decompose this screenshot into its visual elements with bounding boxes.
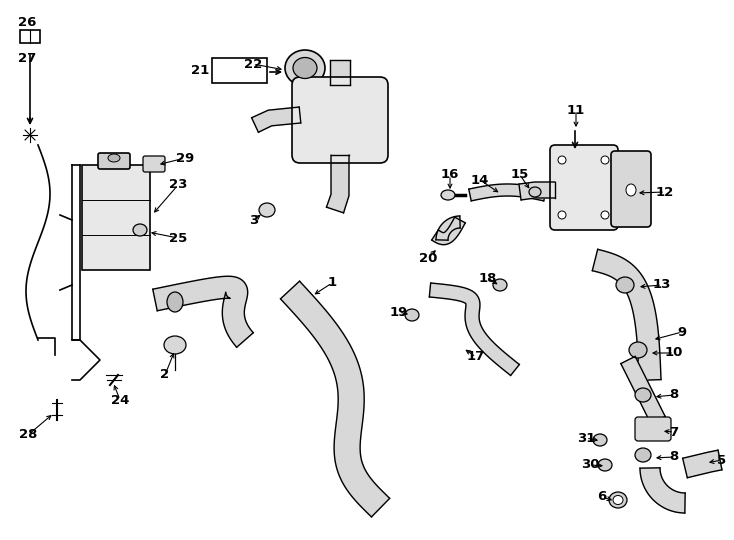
Polygon shape: [621, 356, 665, 423]
Polygon shape: [519, 182, 555, 200]
Text: 19: 19: [390, 306, 408, 319]
Ellipse shape: [609, 492, 627, 508]
Text: 13: 13: [653, 279, 671, 292]
Text: 18: 18: [479, 272, 497, 285]
FancyBboxPatch shape: [611, 151, 651, 227]
Text: 26: 26: [18, 16, 36, 29]
Text: 2: 2: [161, 368, 170, 381]
FancyBboxPatch shape: [635, 417, 671, 441]
Polygon shape: [280, 281, 390, 517]
Polygon shape: [330, 60, 350, 85]
Ellipse shape: [293, 57, 317, 78]
Ellipse shape: [133, 224, 147, 236]
Text: 15: 15: [511, 168, 529, 181]
Ellipse shape: [635, 388, 651, 402]
Text: 21: 21: [191, 64, 209, 77]
Text: 20: 20: [419, 252, 437, 265]
Text: 25: 25: [169, 232, 187, 245]
Polygon shape: [429, 283, 520, 375]
Text: 30: 30: [581, 458, 599, 471]
Polygon shape: [592, 249, 661, 380]
Text: 17: 17: [467, 350, 485, 363]
Ellipse shape: [598, 459, 612, 471]
Polygon shape: [432, 217, 465, 245]
Ellipse shape: [441, 190, 455, 200]
Text: 12: 12: [656, 186, 674, 199]
Ellipse shape: [558, 211, 566, 219]
Ellipse shape: [164, 336, 186, 354]
Text: 10: 10: [665, 347, 683, 360]
Text: 31: 31: [577, 431, 595, 444]
Text: 27: 27: [18, 51, 36, 64]
Ellipse shape: [285, 50, 325, 86]
Ellipse shape: [405, 309, 419, 321]
Polygon shape: [153, 276, 253, 347]
Ellipse shape: [167, 292, 183, 312]
Text: 5: 5: [717, 454, 727, 467]
Ellipse shape: [529, 187, 541, 197]
FancyBboxPatch shape: [143, 156, 165, 172]
Polygon shape: [327, 155, 349, 213]
Ellipse shape: [626, 184, 636, 196]
Polygon shape: [683, 450, 722, 478]
Text: 14: 14: [470, 173, 489, 186]
Ellipse shape: [635, 448, 651, 462]
Text: 1: 1: [327, 276, 337, 289]
Ellipse shape: [108, 154, 120, 162]
Bar: [212, 58, 267, 83]
Text: 22: 22: [244, 57, 262, 71]
Ellipse shape: [613, 496, 623, 504]
Ellipse shape: [629, 342, 647, 358]
FancyBboxPatch shape: [292, 77, 388, 163]
Text: 9: 9: [677, 326, 686, 339]
Text: 24: 24: [111, 394, 129, 407]
Text: 8: 8: [669, 388, 679, 402]
Text: 8: 8: [669, 450, 679, 463]
Polygon shape: [469, 184, 546, 201]
Polygon shape: [436, 216, 460, 240]
Text: 29: 29: [176, 152, 194, 165]
Text: 6: 6: [597, 490, 606, 503]
Text: 16: 16: [441, 168, 459, 181]
Bar: [20, 30, 40, 43]
Ellipse shape: [558, 156, 566, 164]
FancyBboxPatch shape: [98, 153, 130, 169]
Text: 11: 11: [567, 104, 585, 117]
Ellipse shape: [593, 434, 607, 446]
Ellipse shape: [616, 277, 634, 293]
Text: 7: 7: [669, 426, 678, 438]
Ellipse shape: [601, 211, 609, 219]
Polygon shape: [252, 107, 301, 132]
Polygon shape: [640, 468, 685, 513]
Ellipse shape: [493, 279, 507, 291]
FancyBboxPatch shape: [82, 165, 150, 270]
Ellipse shape: [259, 203, 275, 217]
Ellipse shape: [601, 156, 609, 164]
FancyBboxPatch shape: [550, 145, 618, 230]
Text: 28: 28: [19, 429, 37, 442]
Text: 23: 23: [169, 179, 187, 192]
Text: 3: 3: [250, 213, 258, 226]
